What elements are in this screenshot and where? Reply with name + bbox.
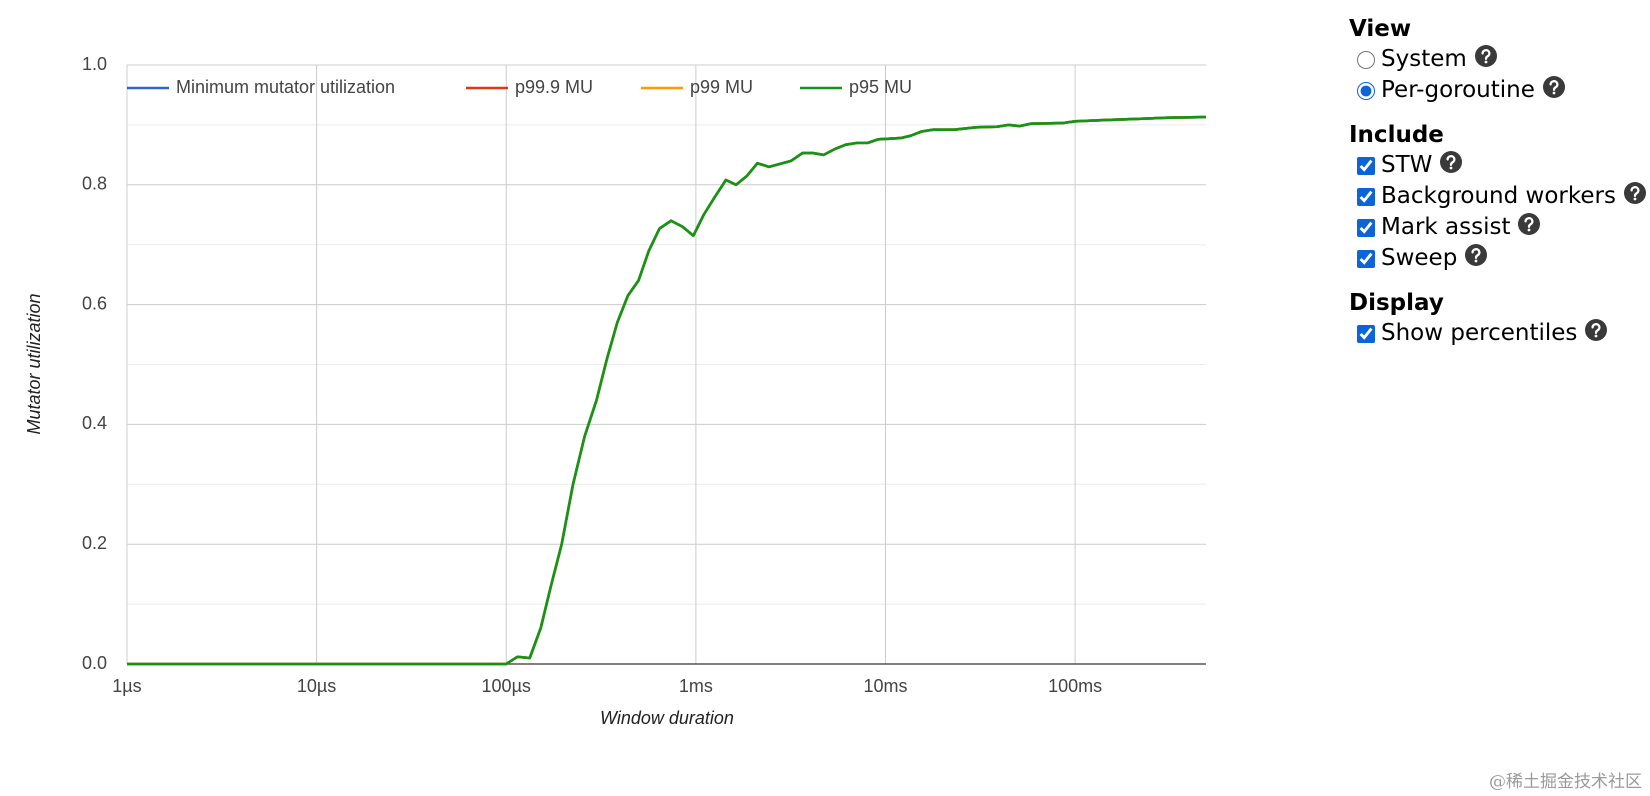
option-row[interactable]: System	[1349, 44, 1649, 75]
option-row[interactable]: Show percentiles	[1349, 318, 1649, 349]
x-tick-label: 1µs	[112, 676, 141, 696]
option-section: Include STW Background workers Mark assist S…	[1349, 120, 1649, 274]
x-tick-label: 1ms	[679, 676, 713, 696]
option-label: Mark assist	[1381, 214, 1511, 240]
section-title: View	[1349, 16, 1412, 42]
option-row[interactable]: Mark assist	[1349, 212, 1649, 243]
section-title: Display	[1349, 290, 1444, 316]
chart: Window duration Mutator utilization 0.0 0…	[24, 54, 1207, 728]
x-tick-label: 100ms	[1048, 676, 1102, 696]
series-line	[127, 115, 1207, 666]
help-icon[interactable]	[1542, 75, 1565, 98]
radio-button[interactable]	[1357, 81, 1375, 100]
series-line	[127, 115, 1207, 666]
help-icon[interactable]	[1518, 212, 1541, 235]
options-panel: View System Per-goroutine Include STW Backgro…	[1349, 14, 1649, 363]
legend-label: p95 MU	[849, 77, 912, 97]
checkbox[interactable]	[1357, 324, 1375, 343]
series-line	[127, 115, 1207, 666]
help-icon[interactable]	[1474, 44, 1497, 67]
x-tick-label: 10ms	[863, 676, 907, 696]
option-row[interactable]: STW	[1349, 150, 1649, 181]
option-label: STW	[1381, 152, 1433, 178]
option-label: Show percentiles	[1381, 320, 1578, 346]
series-line	[127, 115, 1207, 666]
legend-label: Minimum mutator utilization	[176, 77, 395, 97]
option-label: Sweep	[1381, 245, 1458, 271]
help-icon[interactable]	[1465, 243, 1488, 266]
checkbox[interactable]	[1357, 187, 1375, 206]
y-tick-label: 0.2	[82, 533, 107, 553]
option-section: Display Show percentiles	[1349, 288, 1649, 349]
option-section: View System Per-goroutine	[1349, 14, 1649, 106]
option-label: System	[1381, 46, 1467, 72]
checkbox[interactable]	[1357, 218, 1375, 237]
y-tick-label: 0.8	[82, 174, 107, 194]
y-tick-label: 0.4	[82, 413, 107, 433]
help-icon[interactable]	[1585, 318, 1608, 341]
x-tick-label: 10µs	[297, 676, 336, 696]
option-row[interactable]: Per-goroutine	[1349, 75, 1649, 106]
x-axis-title: Window duration	[600, 708, 734, 728]
option-label: Background workers	[1381, 183, 1616, 209]
x-tick-label: 100µs	[482, 676, 531, 696]
legend-label: p99.9 MU	[515, 77, 593, 97]
option-row[interactable]: Background workers	[1349, 181, 1649, 212]
checkbox[interactable]	[1357, 249, 1375, 268]
y-tick-label: 1.0	[82, 54, 107, 74]
checkbox[interactable]	[1357, 156, 1375, 175]
radio-button[interactable]	[1357, 50, 1375, 69]
help-icon[interactable]	[1440, 150, 1463, 173]
y-axis-title: Mutator utilization	[24, 293, 44, 434]
y-tick-label: 0.0	[82, 653, 107, 673]
option-label: Per-goroutine	[1381, 77, 1535, 103]
watermark: @稀土掘金技术社区	[1489, 772, 1642, 792]
option-row[interactable]: Sweep	[1349, 243, 1649, 274]
y-tick-label: 0.6	[82, 293, 107, 313]
help-icon[interactable]	[1623, 181, 1646, 204]
section-title: Include	[1349, 122, 1444, 148]
legend-label: p99 MU	[690, 77, 753, 97]
